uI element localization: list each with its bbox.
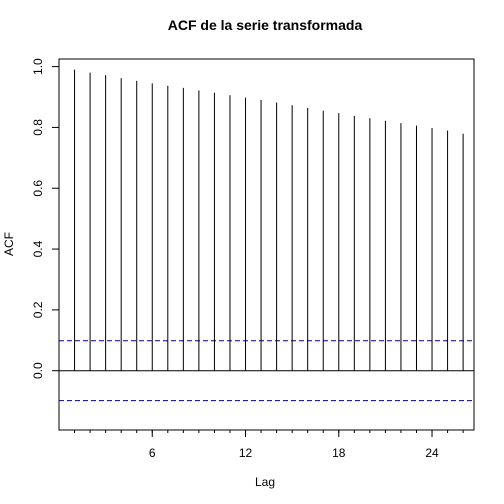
acf-bars bbox=[74, 69, 464, 371]
x-tick-label: 6 bbox=[149, 446, 156, 460]
confidence-bounds bbox=[59, 340, 474, 402]
plot-frame bbox=[58, 58, 475, 431]
x-tick-label: 12 bbox=[239, 446, 253, 460]
x-tick-label: 24 bbox=[425, 446, 439, 460]
y-tick-label: 0.2 bbox=[31, 301, 45, 318]
y-axis-label: ACF bbox=[2, 232, 16, 256]
x-axis: 6 12 18 24 bbox=[74, 430, 464, 460]
y-axis: 0.0 0.2 0.4 0.6 0.8 1.0 bbox=[31, 58, 59, 379]
y-tick-label: 0.6 bbox=[31, 180, 45, 197]
y-tick-label: 0.8 bbox=[31, 119, 45, 136]
x-tick-label: 18 bbox=[332, 446, 346, 460]
y-tick-label: 0.4 bbox=[31, 240, 45, 257]
x-axis-label: Lag bbox=[255, 475, 275, 489]
y-tick-label: 1.0 bbox=[31, 58, 45, 75]
y-tick-label: 0.0 bbox=[31, 362, 45, 379]
chart-title: ACF de la serie transformada bbox=[168, 17, 363, 33]
